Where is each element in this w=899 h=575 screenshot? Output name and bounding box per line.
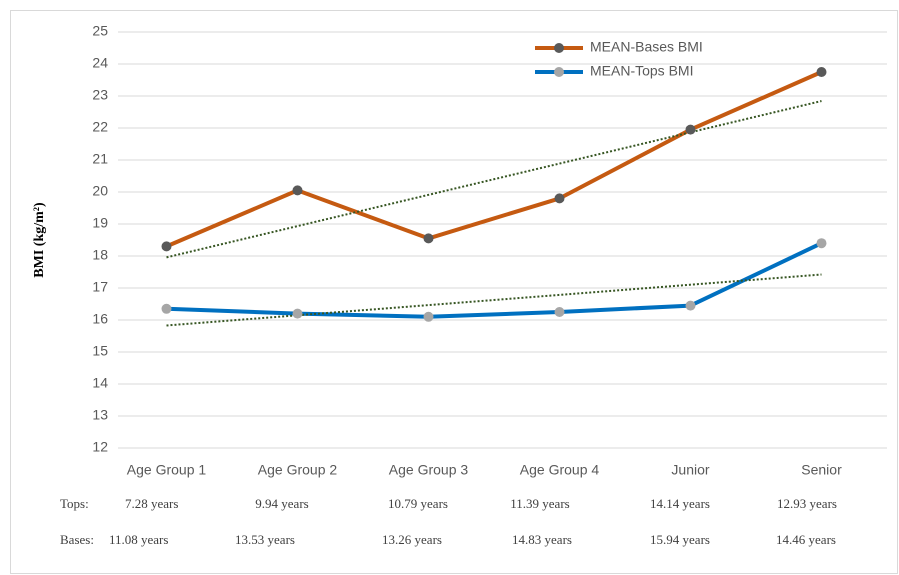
- marker: [292, 308, 303, 319]
- y-tick-label: 22: [92, 119, 108, 135]
- marker: [816, 67, 827, 77]
- note: 12.93 years: [777, 496, 837, 511]
- y-tick-label: 14: [92, 375, 108, 391]
- x-tick-label: Age Group 4: [520, 462, 600, 478]
- y-tick-label: 19: [92, 215, 108, 231]
- marker: [423, 233, 434, 244]
- legend-label: MEAN-Bases BMI: [590, 39, 703, 55]
- note-label: Bases:: [60, 532, 94, 547]
- series-line: [165, 70, 823, 249]
- marker: [554, 307, 565, 317]
- note: 11.39 years: [510, 496, 569, 511]
- marker: [685, 124, 696, 135]
- legend-label: MEAN-Tops BMI: [590, 63, 693, 79]
- x-tick-label: Age Group 1: [127, 462, 207, 478]
- note: 13.53 years: [235, 532, 295, 547]
- y-tick-label: 20: [92, 183, 108, 199]
- note: 10.79 years: [388, 496, 448, 511]
- trendline: [166, 273, 822, 327]
- y-tick-label: 23: [92, 87, 108, 103]
- marker: [816, 238, 827, 249]
- y-axis-label: BMI (kg/m²): [32, 202, 47, 278]
- legend-marker: [554, 67, 564, 77]
- x-tick-label: Age Group 2: [258, 462, 338, 478]
- note-label: Tops:: [60, 496, 89, 511]
- y-tick-label: 16: [92, 311, 108, 327]
- note: 15.94 years: [650, 532, 710, 547]
- marker: [423, 311, 434, 322]
- y-tick-label: 21: [92, 151, 108, 167]
- note: 9.94 years: [255, 496, 308, 511]
- y-tick-label: 18: [92, 247, 108, 263]
- y-tick-label: 15: [92, 343, 108, 359]
- marker: [161, 303, 172, 314]
- y-tick-label: 24: [92, 55, 108, 71]
- note: 11.08 years: [109, 532, 168, 547]
- y-tick-label: 25: [92, 23, 108, 39]
- x-tick-label: Age Group 3: [389, 462, 469, 478]
- note: 14.46 years: [776, 532, 836, 547]
- trendline: [166, 100, 822, 259]
- marker: [292, 185, 303, 196]
- x-tick-label: Junior: [671, 462, 709, 478]
- note: 14.83 years: [512, 532, 572, 547]
- series-line: [166, 241, 823, 319]
- marker: [685, 300, 696, 311]
- note: 14.14 years: [650, 496, 710, 511]
- y-tick-label: 13: [92, 407, 108, 423]
- marker: [554, 193, 565, 204]
- y-tick-label: 12: [92, 439, 108, 455]
- y-tick-label: 17: [92, 279, 108, 295]
- note: 7.28 years: [125, 496, 178, 511]
- marker: [161, 241, 172, 252]
- chart-frame: [10, 10, 898, 574]
- note: 13.26 years: [382, 532, 442, 547]
- x-tick-label: Senior: [801, 462, 842, 478]
- legend-marker: [554, 43, 564, 53]
